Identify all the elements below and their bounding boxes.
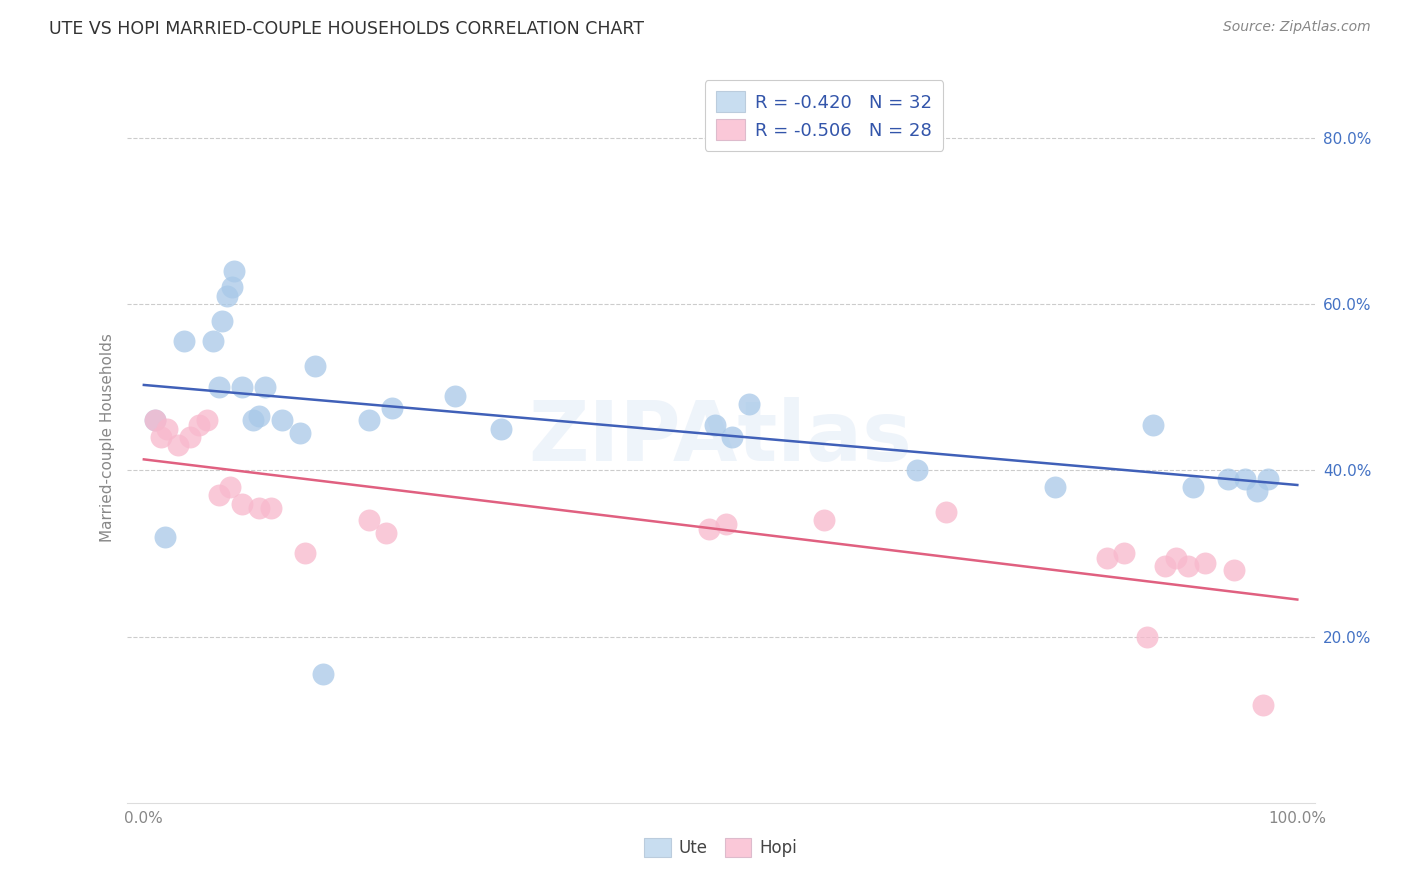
Point — [444, 388, 467, 402]
Point — [381, 401, 404, 415]
Point — [1136, 630, 1159, 644]
Point — [721, 430, 744, 444]
Point — [215, 289, 238, 303]
Point — [208, 488, 231, 502]
Point — [1234, 472, 1257, 486]
Point — [1166, 550, 1188, 565]
Point — [357, 513, 380, 527]
Point — [1257, 472, 1279, 486]
Point — [738, 397, 761, 411]
Point — [357, 413, 380, 427]
Point — [375, 525, 398, 540]
Point — [167, 438, 190, 452]
Legend: Ute, Hopi: Ute, Hopi — [637, 831, 804, 864]
Point — [188, 417, 211, 432]
Point — [304, 359, 326, 374]
Point — [271, 413, 294, 427]
Point — [211, 314, 233, 328]
Text: ZIPAtlas: ZIPAtlas — [529, 397, 912, 477]
Point — [150, 430, 173, 444]
Point — [247, 409, 270, 424]
Y-axis label: Married-couple Households: Married-couple Households — [100, 333, 115, 541]
Point — [221, 280, 243, 294]
Point — [905, 463, 928, 477]
Point — [219, 480, 242, 494]
Point — [242, 413, 264, 427]
Point — [1095, 550, 1118, 565]
Point — [145, 413, 167, 427]
Point — [179, 430, 201, 444]
Point — [311, 667, 333, 681]
Point — [703, 417, 725, 432]
Point — [202, 334, 225, 349]
Point — [247, 500, 270, 515]
Point — [195, 413, 218, 427]
Point — [1182, 480, 1205, 494]
Point — [716, 517, 738, 532]
Point — [1153, 558, 1175, 573]
Point — [173, 334, 195, 349]
Point — [1246, 484, 1268, 499]
Point — [231, 497, 253, 511]
Point — [222, 264, 245, 278]
Point — [156, 422, 179, 436]
Point — [1177, 558, 1199, 573]
Point — [1114, 546, 1136, 560]
Point — [294, 546, 316, 560]
Point — [1251, 698, 1274, 712]
Point — [491, 422, 513, 436]
Point — [1223, 563, 1246, 577]
Point — [231, 380, 253, 394]
Point — [1043, 480, 1066, 494]
Text: UTE VS HOPI MARRIED-COUPLE HOUSEHOLDS CORRELATION CHART: UTE VS HOPI MARRIED-COUPLE HOUSEHOLDS CO… — [49, 20, 644, 37]
Point — [813, 513, 835, 527]
Point — [208, 380, 231, 394]
Point — [1216, 472, 1239, 486]
Point — [288, 425, 311, 440]
Text: Source: ZipAtlas.com: Source: ZipAtlas.com — [1223, 20, 1371, 34]
Point — [697, 521, 720, 535]
Point — [145, 413, 167, 427]
Point — [153, 530, 176, 544]
Point — [934, 505, 956, 519]
Point — [253, 380, 276, 394]
Point — [1194, 557, 1216, 571]
Point — [260, 500, 283, 515]
Point — [1142, 417, 1164, 432]
